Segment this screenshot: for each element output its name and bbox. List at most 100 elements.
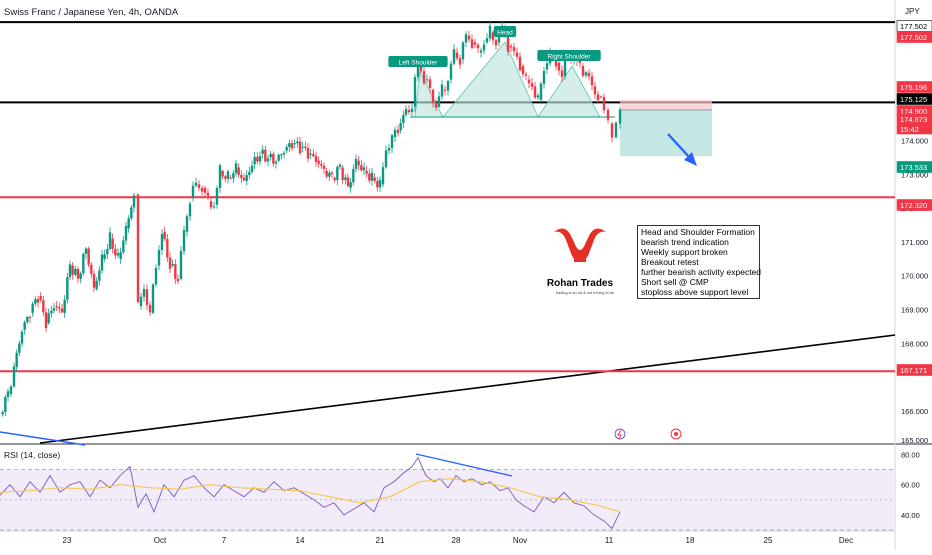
candle-body [330, 172, 334, 175]
candle-body [341, 167, 344, 180]
rsi-line [0, 456, 621, 530]
price-tick-label: 171.000 [901, 238, 928, 247]
candle-body [422, 71, 426, 84]
candle-body [461, 42, 465, 60]
candle-body [47, 313, 50, 323]
candle-body [114, 248, 117, 256]
pattern-label-bg [388, 56, 448, 67]
candle-body [245, 175, 248, 182]
candle-body [9, 386, 13, 394]
candle-body [521, 66, 525, 75]
candle-body [28, 316, 32, 318]
bearish-arrow-head [684, 152, 697, 166]
candle-body [506, 35, 510, 52]
candle-body [336, 166, 339, 181]
time-tick-label: 7 [222, 536, 227, 545]
candle-body [209, 201, 213, 208]
candle-body [446, 80, 450, 91]
candle-body [148, 304, 152, 313]
analysis-line: further bearish activity expected [641, 267, 762, 277]
candle-body [58, 307, 61, 309]
price-tick-label: 170.000 [901, 272, 928, 281]
candle-body [1, 411, 4, 415]
candle-body [87, 248, 90, 265]
price-tick-label: 166.000 [901, 407, 928, 416]
candle-body [166, 238, 169, 258]
candle-body [431, 89, 435, 103]
candle-body [151, 284, 155, 313]
candle-body [108, 232, 112, 249]
candle-body [66, 277, 69, 300]
price-badge-value: 174.900 [900, 107, 927, 116]
time-tick-label: 28 [452, 536, 461, 545]
candle-body [206, 192, 210, 196]
time-tick-label: Oct [154, 536, 167, 545]
candle-body [293, 143, 296, 145]
price-tick-label: 169.000 [901, 305, 928, 314]
candle-body [593, 86, 597, 95]
candle-body [168, 257, 172, 269]
price-badge-value: 173.533 [900, 163, 927, 172]
candle-body [12, 366, 16, 387]
candle-body [288, 143, 291, 148]
bearish-arrow [667, 133, 691, 159]
price-badge-value: 175.196 [900, 83, 927, 92]
candle-body [84, 248, 88, 254]
candle-body [71, 265, 74, 275]
candle-body [42, 300, 45, 313]
pattern-label-bg [537, 50, 601, 61]
price-badge [896, 199, 932, 211]
analysis-note[interactable]: Head and Shoulder Formation bearish tren… [637, 225, 762, 299]
candle-body [221, 170, 224, 177]
candle-body [280, 154, 283, 156]
price-badge-value: 177.502 [900, 33, 927, 42]
candle-body [55, 306, 58, 308]
candle-body [610, 123, 614, 138]
price-badge-value: 172.320 [900, 201, 927, 210]
bull-logo-icon [554, 228, 606, 262]
candle-body [381, 167, 385, 185]
candle-body [497, 35, 501, 43]
candle-body [119, 252, 122, 259]
candle-body [376, 181, 379, 188]
candle-body [160, 233, 164, 251]
candle-body [344, 177, 347, 180]
candle-body [614, 122, 618, 138]
bull-logo-nose [574, 258, 586, 262]
candle-body [92, 273, 96, 288]
stoploss-zone [620, 100, 712, 111]
candle-body [182, 230, 186, 252]
candle-body [443, 89, 447, 91]
candle-body [60, 308, 64, 313]
candle-body [467, 35, 471, 40]
candle-body [248, 171, 251, 176]
candle-body [234, 163, 238, 174]
candle-body [285, 147, 288, 151]
candle-body [524, 74, 528, 76]
candle-body [124, 225, 128, 241]
candle-body [349, 182, 352, 188]
time-tick-label: 14 [296, 536, 305, 545]
candle-body [357, 160, 360, 166]
analysis-line: Breakout retest [641, 257, 699, 267]
candle-body [63, 299, 66, 313]
pattern-label: Head [497, 30, 513, 37]
candle-body [226, 171, 230, 179]
rsi-divergence-line [415, 453, 513, 477]
candle-body [581, 66, 585, 76]
candle-body [488, 25, 492, 39]
candle-body [606, 110, 610, 120]
candle-body [197, 184, 201, 188]
candle-body [296, 141, 299, 144]
candle-body [587, 72, 591, 77]
candle-body [365, 170, 368, 174]
candle-body [95, 280, 98, 290]
candle-body [452, 49, 456, 64]
candle-body [545, 63, 549, 70]
candle-body [354, 158, 358, 169]
candle-body [437, 96, 441, 107]
dividend-event-icon [614, 428, 626, 440]
candle-body [590, 76, 594, 86]
candle-body [458, 58, 462, 65]
